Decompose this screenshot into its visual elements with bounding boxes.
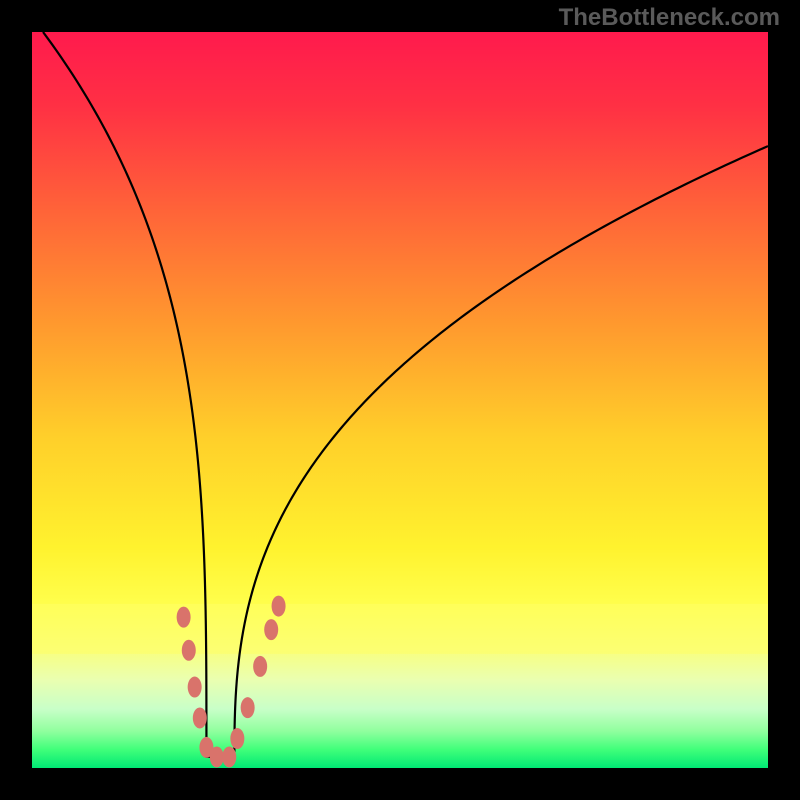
data-marker (264, 619, 278, 640)
data-marker (177, 607, 191, 628)
chart-frame: TheBottleneck.com (0, 0, 800, 800)
data-marker (230, 728, 244, 749)
chart-svg (32, 32, 768, 768)
gradient-background (32, 32, 768, 768)
plot-area (32, 32, 768, 768)
data-marker (182, 640, 196, 661)
data-marker (222, 746, 236, 767)
highlight-band (32, 604, 768, 654)
data-marker (210, 746, 224, 767)
data-marker (272, 596, 286, 617)
data-marker (241, 697, 255, 718)
data-marker (253, 656, 267, 677)
watermark-text: TheBottleneck.com (559, 4, 780, 32)
data-marker (193, 707, 207, 728)
data-marker (188, 677, 202, 698)
